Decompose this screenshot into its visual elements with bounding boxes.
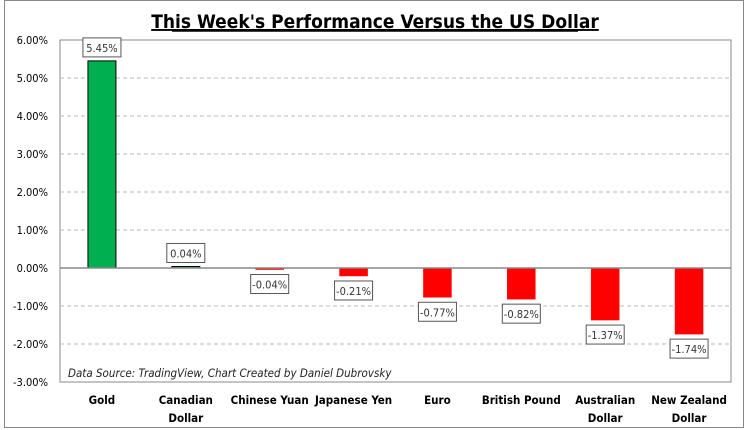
x-tick-label: Dollar bbox=[168, 411, 204, 425]
x-tick-label: Dollar bbox=[672, 411, 708, 425]
y-tick-label: -2.00% bbox=[13, 338, 48, 351]
y-tick-label: -1.00% bbox=[13, 300, 48, 313]
data-label-box bbox=[585, 324, 625, 345]
y-tick-label: 0.00% bbox=[17, 262, 48, 275]
data-label: 5.45% bbox=[86, 42, 117, 55]
chart-frame bbox=[4, 0, 744, 428]
bar bbox=[87, 60, 117, 269]
y-tick-label: 2.00% bbox=[17, 186, 48, 199]
y-tick-label: 3.00% bbox=[17, 148, 48, 161]
x-tick-label: British Pound bbox=[482, 393, 561, 407]
y-tick-label: 5.00% bbox=[17, 72, 48, 85]
data-label: 0.04% bbox=[170, 247, 201, 260]
bar bbox=[423, 267, 452, 298]
data-label: -0.82% bbox=[504, 308, 539, 321]
x-tick-label: Japanese Yen bbox=[314, 393, 392, 407]
data-label-box bbox=[334, 280, 374, 301]
plot-area bbox=[59, 39, 732, 383]
data-label-box bbox=[82, 37, 122, 58]
data-label: -1.74% bbox=[672, 343, 707, 356]
x-tick-label: Gold bbox=[89, 393, 116, 407]
bar bbox=[674, 267, 704, 335]
x-tick-label: Australian bbox=[575, 393, 635, 407]
bar bbox=[339, 267, 368, 277]
x-tick-label: Euro bbox=[424, 393, 451, 407]
y-tick-label: 4.00% bbox=[17, 110, 48, 123]
data-label: -0.21% bbox=[336, 285, 371, 298]
data-label-box bbox=[501, 303, 541, 324]
data-label-box bbox=[250, 274, 290, 295]
y-tick-label: -3.00% bbox=[13, 376, 48, 389]
data-label-box bbox=[669, 338, 709, 359]
data-label: -0.77% bbox=[420, 306, 455, 319]
x-tick-label: Dollar bbox=[588, 411, 624, 425]
x-tick-label: New Zealand bbox=[651, 393, 727, 407]
data-label: -1.37% bbox=[588, 329, 623, 342]
x-tick-label: Canadian bbox=[159, 393, 213, 407]
bar bbox=[590, 267, 620, 321]
source-annotation: Data Source: TradingView, Chart Created … bbox=[68, 366, 392, 380]
bar bbox=[507, 267, 536, 300]
x-tick-label: Chinese Yuan bbox=[231, 393, 309, 407]
data-label-box bbox=[417, 301, 457, 322]
data-label: -0.04% bbox=[252, 279, 287, 292]
y-tick-label: 1.00% bbox=[17, 224, 48, 237]
data-label-box bbox=[166, 242, 206, 263]
chart-title: This Week's Performance Versus the US Do… bbox=[151, 11, 599, 33]
y-tick-label: 6.00% bbox=[17, 34, 48, 47]
